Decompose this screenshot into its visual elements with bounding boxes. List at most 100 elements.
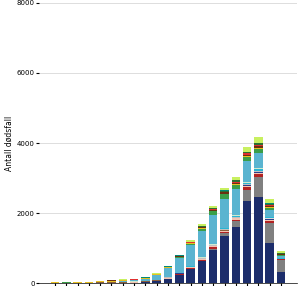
- Bar: [254, 173, 263, 174]
- Bar: [198, 228, 206, 229]
- Bar: [277, 259, 285, 260]
- Bar: [220, 192, 229, 194]
- Bar: [232, 176, 240, 180]
- Bar: [232, 180, 240, 182]
- Bar: [220, 232, 229, 233]
- Bar: [243, 157, 251, 162]
- Bar: [164, 279, 172, 283]
- Bar: [152, 274, 161, 275]
- Bar: [209, 246, 218, 247]
- Bar: [152, 273, 161, 274]
- Y-axis label: Antall dødsfall: Antall dødsfall: [5, 115, 14, 171]
- Bar: [243, 147, 251, 152]
- Bar: [198, 231, 206, 257]
- Bar: [198, 229, 206, 231]
- Bar: [186, 269, 195, 283]
- Bar: [266, 206, 274, 207]
- Bar: [277, 256, 285, 258]
- Bar: [220, 231, 229, 232]
- Bar: [254, 169, 263, 171]
- Bar: [254, 153, 263, 168]
- Bar: [220, 229, 229, 230]
- Bar: [220, 228, 229, 229]
- Bar: [254, 197, 263, 283]
- Bar: [243, 201, 251, 283]
- Bar: [164, 268, 172, 277]
- Bar: [254, 143, 263, 145]
- Bar: [141, 281, 150, 282]
- Bar: [243, 187, 251, 190]
- Bar: [186, 245, 195, 266]
- Bar: [209, 210, 218, 211]
- Bar: [141, 278, 150, 279]
- Bar: [254, 148, 263, 150]
- Bar: [254, 150, 263, 153]
- Bar: [243, 185, 251, 186]
- Bar: [209, 249, 218, 250]
- Bar: [266, 199, 274, 203]
- Bar: [175, 258, 184, 273]
- Bar: [254, 168, 263, 169]
- Bar: [254, 145, 263, 146]
- Bar: [186, 244, 195, 245]
- Bar: [232, 217, 240, 218]
- Bar: [186, 242, 195, 243]
- Bar: [254, 142, 263, 143]
- Bar: [209, 206, 218, 208]
- Bar: [186, 268, 195, 269]
- Bar: [266, 221, 274, 223]
- Bar: [232, 216, 240, 217]
- Bar: [96, 281, 104, 282]
- Bar: [266, 210, 274, 217]
- Bar: [277, 272, 285, 283]
- Bar: [130, 282, 138, 283]
- Bar: [198, 258, 206, 259]
- Bar: [220, 191, 229, 192]
- Bar: [175, 275, 184, 283]
- Bar: [130, 280, 138, 281]
- Bar: [186, 266, 195, 267]
- Bar: [118, 282, 127, 283]
- Bar: [209, 244, 218, 245]
- Bar: [164, 278, 172, 279]
- Bar: [118, 281, 127, 282]
- Bar: [209, 245, 218, 246]
- Bar: [254, 171, 263, 172]
- Bar: [243, 190, 251, 201]
- Bar: [266, 220, 274, 221]
- Bar: [266, 203, 274, 204]
- Bar: [277, 258, 285, 259]
- Bar: [232, 227, 240, 283]
- Bar: [232, 221, 240, 227]
- Bar: [164, 267, 172, 268]
- Bar: [220, 233, 229, 236]
- Bar: [232, 184, 240, 185]
- Bar: [186, 243, 195, 244]
- Bar: [232, 182, 240, 184]
- Bar: [107, 282, 116, 283]
- Bar: [243, 184, 251, 185]
- Bar: [209, 215, 218, 244]
- Bar: [243, 183, 251, 184]
- Bar: [220, 230, 229, 231]
- Bar: [232, 220, 240, 221]
- Bar: [243, 162, 251, 182]
- Bar: [209, 209, 218, 210]
- Bar: [209, 208, 218, 209]
- Bar: [198, 259, 206, 260]
- Bar: [266, 219, 274, 220]
- Bar: [254, 177, 263, 197]
- Bar: [220, 194, 229, 199]
- Bar: [198, 225, 206, 226]
- Bar: [277, 251, 285, 253]
- Bar: [220, 236, 229, 283]
- Bar: [254, 146, 263, 148]
- Bar: [175, 256, 184, 257]
- Bar: [243, 152, 251, 153]
- Bar: [232, 218, 240, 220]
- Bar: [254, 174, 263, 177]
- Bar: [152, 275, 161, 280]
- Bar: [209, 247, 218, 249]
- Bar: [186, 241, 195, 242]
- Bar: [277, 260, 285, 272]
